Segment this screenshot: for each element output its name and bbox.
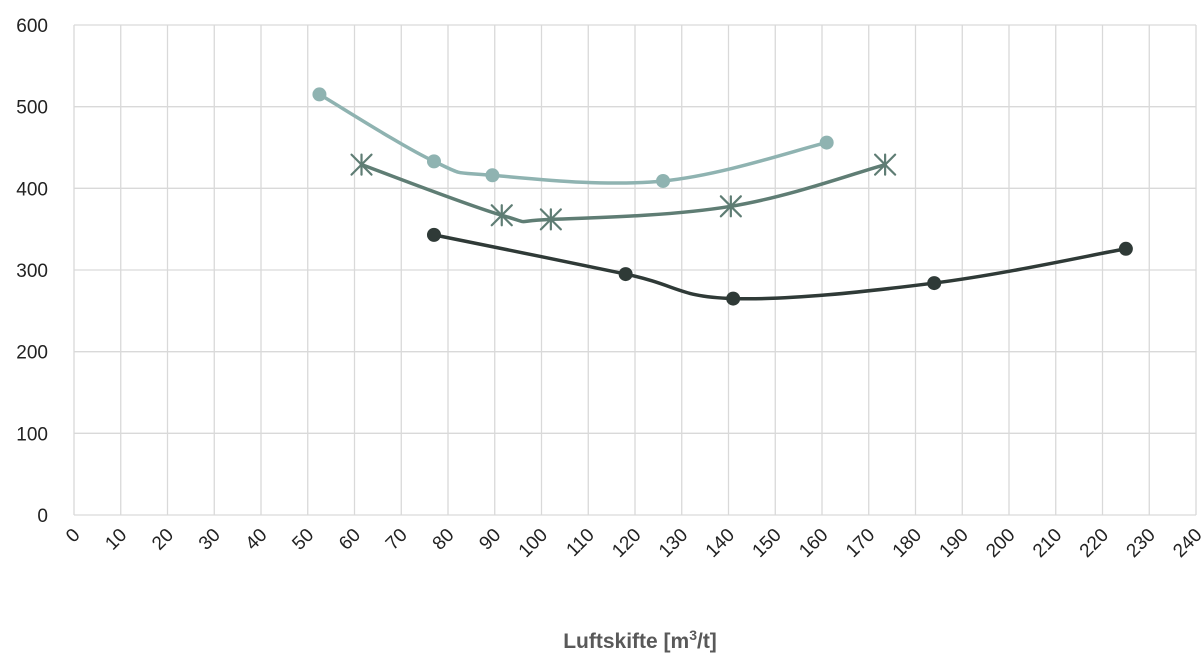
series-1: [312, 87, 834, 188]
data-point-marker: [312, 87, 327, 102]
data-point-marker: [618, 267, 633, 282]
x-tick-label: 50: [288, 525, 318, 555]
series-line: [432, 233, 1128, 301]
x-axis-title-main: Luftskifte [m: [563, 630, 689, 653]
asterisk-marker: [350, 153, 373, 176]
data-point-marker: [485, 168, 500, 183]
x-tick-label: 70: [382, 525, 412, 555]
series-2: [350, 153, 897, 231]
asterisk-marker: [490, 204, 513, 227]
data-point-marker: [656, 173, 671, 188]
x-tick-label: 210: [1029, 525, 1066, 562]
x-tick-label: 100: [515, 525, 552, 562]
x-tick-label: 80: [429, 525, 459, 555]
asterisk-marker: [874, 153, 897, 176]
x-tick-label: 190: [936, 525, 973, 562]
x-tick-label: 20: [148, 525, 178, 555]
x-tick-label: 220: [1076, 525, 1113, 562]
y-tick-label: 600: [16, 16, 48, 37]
gridlines: [73, 24, 1197, 516]
x-axis-title-tail: /t]: [697, 630, 717, 653]
asterisk-marker: [539, 208, 562, 231]
x-tick-label: 120: [608, 525, 645, 562]
asterisk-marker: [719, 195, 742, 218]
x-tick-label: 140: [702, 525, 739, 562]
x-tick-label: 200: [982, 525, 1019, 562]
x-tick-label: 130: [655, 525, 692, 562]
y-tick-label: 100: [16, 424, 48, 445]
series-line: [317, 92, 829, 185]
y-tick-label: 500: [16, 98, 48, 119]
data-point-marker: [927, 276, 942, 291]
data-point-marker: [1118, 241, 1133, 256]
x-tick-label: 240: [1169, 525, 1203, 562]
y-axis-ticks: 0 100 200 300 400 500 600: [16, 16, 48, 527]
x-tick-label: 110: [563, 525, 599, 561]
x-axis-ticks: 0 10 20 30 40 50 60 70 80 90 100 110 120 130 140 150 160…: [62, 525, 1203, 562]
data-point-marker: [819, 135, 834, 150]
y-tick-label: 0: [37, 506, 48, 527]
x-tick-label: 0: [62, 525, 84, 547]
y-tick-label: 400: [16, 179, 48, 200]
series-line: [359, 162, 887, 224]
x-tick-label: 160: [795, 525, 832, 562]
x-tick-label: 90: [475, 525, 505, 555]
data-point-marker: [426, 154, 441, 169]
x-tick-label: 170: [842, 525, 879, 562]
x-tick-label: 150: [749, 525, 786, 562]
y-tick-label: 300: [16, 261, 48, 282]
series-group: [312, 87, 1133, 306]
x-tick-label: 40: [242, 525, 272, 555]
series-3: [426, 227, 1133, 306]
x-tick-label: 180: [889, 525, 926, 562]
x-tick-label: 60: [335, 525, 365, 555]
y-tick-label: 200: [16, 343, 48, 364]
x-tick-label: 10: [101, 525, 131, 555]
x-tick-label: 230: [1123, 525, 1160, 562]
data-point-marker: [726, 291, 741, 306]
data-point-marker: [426, 227, 441, 242]
x-axis-title: Luftskifte [m3/t]: [563, 627, 717, 653]
x-tick-label: 30: [195, 525, 225, 555]
x-axis-title-sup: 3: [689, 627, 697, 643]
